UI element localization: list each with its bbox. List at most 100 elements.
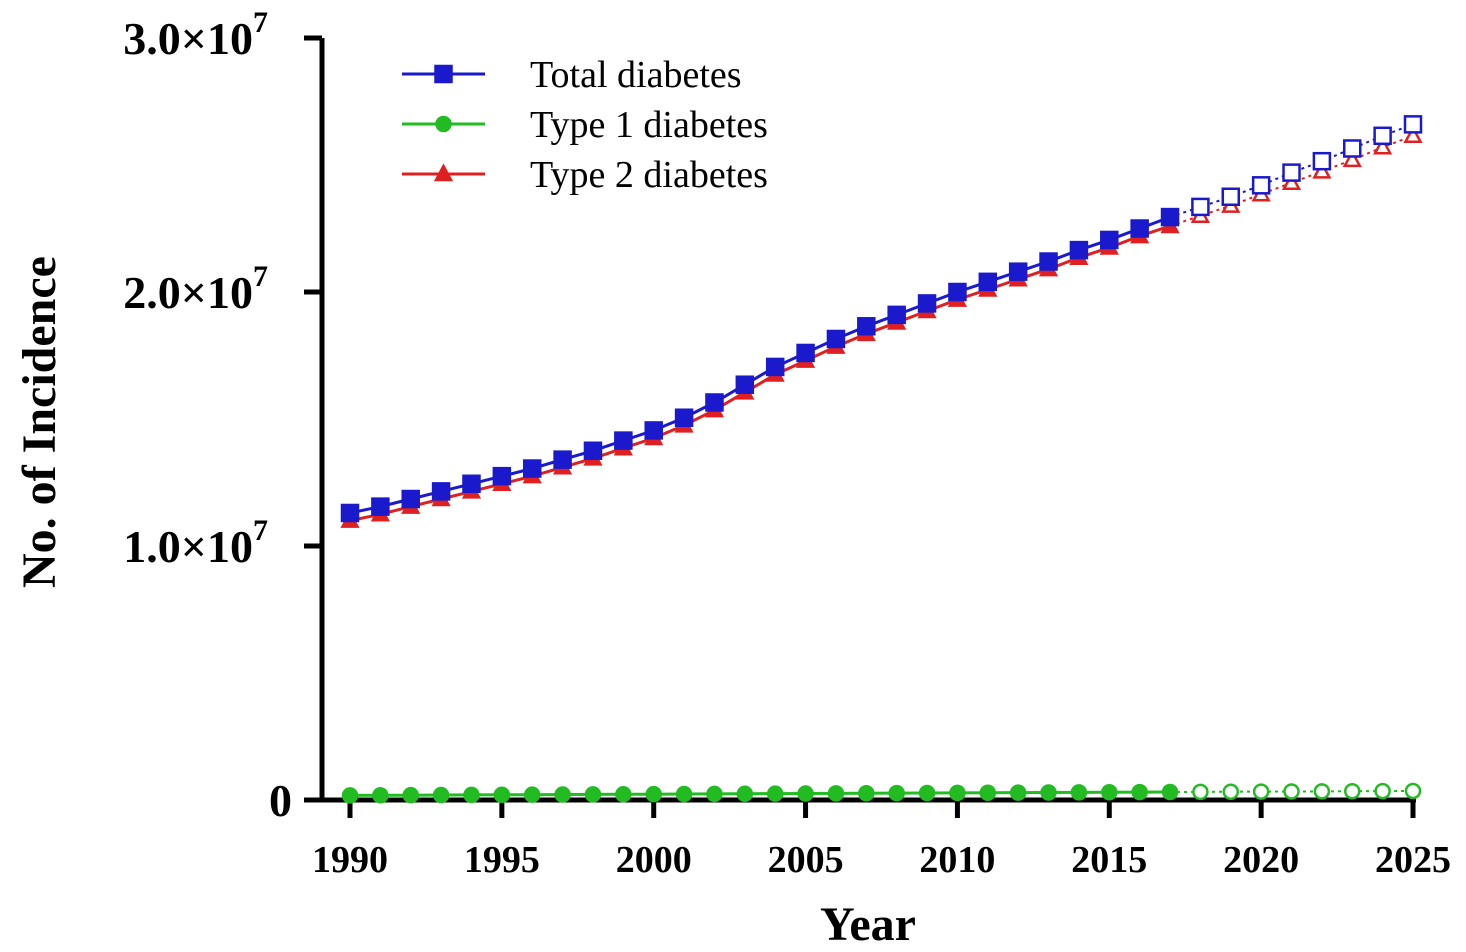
data-point-square — [1039, 252, 1058, 271]
data-point-circle — [797, 785, 814, 802]
data-point-square — [735, 375, 755, 394]
data-point-square — [553, 450, 572, 469]
legend-item-total: Total diabetes — [402, 54, 742, 96]
data-point-square — [887, 305, 906, 325]
data-point-square — [462, 474, 481, 494]
series-line-observed — [349, 215, 1171, 515]
y-tick-mantissa: 1.0×10 — [123, 521, 253, 572]
data-point-circle — [979, 784, 997, 802]
data-point-square — [705, 393, 724, 412]
data-point-circle — [372, 787, 389, 804]
data-point-square — [978, 272, 998, 292]
data-point-circle — [675, 785, 693, 803]
data-point-square — [765, 357, 785, 377]
data-point-circle — [435, 115, 452, 133]
data-point-circle — [1161, 783, 1179, 801]
data-point-triangle — [433, 163, 454, 182]
data-point-circle — [858, 785, 875, 802]
x-tick-label: 2010 — [919, 839, 995, 881]
y-tick-mantissa: 2.0×10 — [123, 267, 253, 318]
data-point-square — [583, 441, 603, 460]
x-axis-title: Year — [820, 898, 916, 947]
data-point-circle — [1040, 784, 1057, 801]
data-point-circle — [554, 786, 571, 803]
data-point-circle — [1192, 783, 1209, 801]
data-point-circle — [341, 787, 359, 804]
data-point-circle — [706, 785, 723, 803]
data-point-circle — [736, 785, 754, 803]
data-point-circle — [949, 784, 966, 802]
y-tick-mantissa: 3.0×10 — [123, 13, 253, 64]
data-point-circle — [1222, 783, 1240, 800]
data-point-square — [371, 497, 390, 516]
y-tick-mantissa: 0 — [269, 775, 292, 826]
data-point-circle — [615, 786, 632, 803]
x-tick-label: 2025 — [1375, 839, 1451, 881]
data-point-circle — [493, 786, 511, 804]
data-point-circle — [1374, 782, 1391, 800]
data-point-circle — [918, 784, 936, 802]
series-line-observed — [349, 224, 1171, 523]
data-point-circle — [645, 785, 662, 803]
data-point-square — [644, 421, 663, 440]
data-point-circle — [1283, 783, 1300, 800]
data-point-circle — [888, 784, 905, 802]
legend-swatch-marker — [433, 163, 454, 182]
y-tick-exponent: 7 — [253, 260, 268, 293]
data-point-square — [1100, 230, 1119, 250]
data-point-circle — [1070, 784, 1088, 801]
legend-item-type1: Type 1 diabetes — [402, 104, 768, 146]
data-point-triangle — [1403, 125, 1423, 144]
x-tick-label: 2015 — [1071, 839, 1147, 881]
data-point-circle — [1404, 782, 1422, 800]
y-tick-label: 1.0×107 — [123, 514, 268, 572]
data-point-triangle — [1342, 149, 1362, 168]
series-layer — [340, 115, 1423, 804]
data-point-square — [401, 489, 420, 509]
data-point-square — [1282, 163, 1301, 182]
series-line-observed — [349, 790, 1171, 797]
data-point-circle — [584, 786, 602, 803]
data-point-circle — [1252, 783, 1270, 800]
data-point-circle — [523, 786, 541, 803]
data-point-square — [1312, 151, 1332, 171]
data-point-square — [431, 482, 451, 501]
x-tick-label: 2000 — [616, 839, 692, 881]
data-point-triangle — [1373, 136, 1393, 155]
data-point-square — [1130, 219, 1149, 238]
legend: Total diabetes Type 1 diabetes Type 2 di… — [402, 54, 768, 196]
data-point-square — [1069, 240, 1089, 260]
data-point-circle — [1344, 782, 1361, 800]
y-tick-label: 2.0×107 — [123, 260, 268, 318]
data-point-square — [522, 459, 542, 478]
data-point-square — [1373, 126, 1392, 146]
data-point-circle — [1101, 784, 1118, 801]
x-tick-label: 1995 — [464, 839, 540, 881]
x-axis-ticks: 1990 1995 2000 2005 2010 2015 2020 2025 — [312, 800, 1451, 881]
data-point-circle — [463, 786, 480, 804]
y-tick-label: 0 — [269, 775, 292, 826]
data-point-square — [796, 343, 815, 363]
y-tick-label: 3.0×107 — [123, 6, 268, 64]
data-point-square — [340, 503, 360, 523]
data-point-square — [857, 317, 876, 336]
series-type-1-diabetes — [341, 782, 1422, 804]
legend-item-type2: Type 2 diabetes — [402, 154, 768, 196]
data-point-circle — [1313, 783, 1331, 800]
data-point-circle — [1131, 783, 1148, 801]
data-point-square — [917, 294, 937, 313]
data-point-square — [1403, 115, 1423, 134]
legend-swatch-marker — [435, 115, 452, 133]
x-tick-label: 1990 — [312, 839, 388, 881]
y-tick-exponent: 7 — [253, 6, 268, 39]
data-point-square — [614, 431, 633, 450]
data-point-square — [434, 64, 453, 84]
data-point-square — [492, 466, 512, 486]
data-point-square — [1008, 262, 1028, 281]
data-point-circle — [766, 785, 784, 802]
data-point-square — [1221, 187, 1241, 206]
legend-label: Type 1 diabetes — [530, 104, 768, 146]
